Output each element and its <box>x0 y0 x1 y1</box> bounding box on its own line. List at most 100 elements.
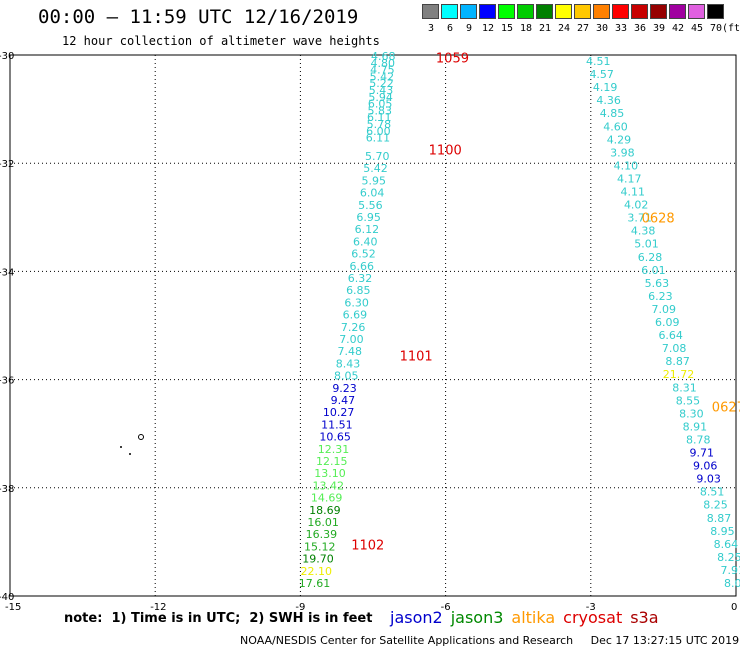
wave-height-reading: 7.91 <box>721 564 740 577</box>
legend-label: 24 <box>558 23 571 34</box>
legend-label: 39 <box>653 23 666 34</box>
wave-height-reading: 19.70 <box>302 553 334 566</box>
legend-label: 18 <box>520 23 533 34</box>
wave-height-reading: 9.23 <box>332 382 357 395</box>
wave-height-reading: 8.87 <box>665 355 690 368</box>
wave-height-reading: 3.71 <box>627 212 652 225</box>
pass-time-label: 0628 <box>642 211 675 226</box>
legend-label: 9 <box>466 23 473 34</box>
legend-label: 42 <box>672 23 685 34</box>
wave-height-reading: 6.00 <box>366 125 391 138</box>
wave-height-reading: 7.09 <box>652 303 677 316</box>
pass-time-label: 0627 <box>712 401 740 416</box>
longitude-tick-label: -6 <box>441 602 451 613</box>
wave-height-reading: 13.42 <box>313 479 345 492</box>
wave-height-reading: 8.91 <box>683 420 708 433</box>
satellite-legend-item: s3a <box>630 608 659 627</box>
wave-height-reading: 5.42 <box>363 162 388 175</box>
wave-height-reading: 4.10 <box>614 159 639 172</box>
pass-time-label: 1059 <box>436 52 469 67</box>
pass-time-label: 1102 <box>351 539 384 554</box>
pass-time-label: 1101 <box>400 349 433 364</box>
legend-swatch <box>517 4 534 19</box>
wave-height-reading: 4.19 <box>593 81 618 94</box>
wave-height-reading: 18.69 <box>309 504 341 517</box>
legend-swatch <box>460 4 477 19</box>
legend-label: 30 <box>596 23 609 34</box>
legend-label: 15 <box>501 23 514 34</box>
legend-swatch <box>669 4 686 19</box>
wave-height-reading: 6.28 <box>638 251 663 264</box>
satellite-legend-item: jason2 <box>390 608 443 627</box>
wave-height-reading: 4.60 <box>603 120 628 133</box>
legend-swatch <box>688 4 705 19</box>
wave-height-reading: 6.66 <box>350 260 375 273</box>
wave-height-reading: 4.57 <box>589 68 614 81</box>
wave-height-reading: 6.09 <box>655 316 680 329</box>
legend-swatch <box>707 4 724 19</box>
wave-height-reading: 9.47 <box>331 394 356 407</box>
wave-height-reading: 8.95 <box>710 525 735 538</box>
wave-height-reading: 5.22 <box>369 77 394 90</box>
wave-height-reading: 6.11 <box>366 132 391 145</box>
wave-height-reading: 10.27 <box>323 406 355 419</box>
wave-height-reading: 4.36 <box>596 94 621 107</box>
wave-height-reading: 8.25 <box>717 551 740 564</box>
wave-height-reading: 4.11 <box>621 186 646 199</box>
wave-height-reading: 6.05 <box>368 98 393 111</box>
legend-swatch <box>574 4 591 19</box>
wave-height-reading: 8.87 <box>707 512 732 525</box>
wave-height-reading: 5.01 <box>634 238 659 251</box>
map-frame <box>9 54 737 597</box>
wave-height-reading: 8.01 <box>724 577 740 590</box>
wave-height-reading: 6.40 <box>353 235 378 248</box>
credit-line: NOAA/NESDIS Center for Satellite Applica… <box>240 634 740 647</box>
latitude-tick-label: -32 <box>0 159 14 170</box>
wave-height-reading: 6.52 <box>351 248 376 261</box>
wave-height-reading: 7.26 <box>341 321 366 334</box>
longitude-tick-label: -9 <box>295 602 305 613</box>
longitude-tick-label: -15 <box>5 602 21 613</box>
wave-height-reading: 8.43 <box>336 357 361 370</box>
island-outline <box>129 453 131 455</box>
wave-height-reading: 21.72 <box>663 368 695 381</box>
wave-height-reading: 4.80 <box>371 57 396 70</box>
wave-height-reading: 6.95 <box>356 211 381 224</box>
wave-height-reading: 5.78 <box>367 118 392 131</box>
legend-swatch <box>555 4 572 19</box>
legend-swatch <box>498 4 515 19</box>
wave-height-reading: 8.55 <box>676 394 701 407</box>
wave-height-reading: 5.94 <box>368 91 393 104</box>
wave-height-reading: 6.11 <box>367 111 392 124</box>
legend-swatch <box>650 4 667 19</box>
latitude-tick-label: -34 <box>0 267 14 278</box>
wave-height-reading: 6.23 <box>648 290 673 303</box>
satellite-legend-item: jason3 <box>450 608 504 627</box>
wave-height-reading: 14.69 <box>311 492 343 505</box>
footer-note: note: 1) Time is in UTC; 2) SWH is in fe… <box>64 611 373 626</box>
wave-height-reading: 7.48 <box>337 345 362 358</box>
wave-height-reading: 17.61 <box>299 577 331 590</box>
legend-label: 45 <box>691 23 704 34</box>
legend-swatch <box>593 4 610 19</box>
wave-height-reading: 22.10 <box>301 565 333 578</box>
wave-height-reading: 4.38 <box>631 225 656 238</box>
wave-height-reading: 5.63 <box>645 277 670 290</box>
legend-label: 3 <box>428 23 435 34</box>
chart-subtitle: 12 hour collection of altimeter wave hei… <box>62 34 380 48</box>
legend-swatch <box>536 4 553 19</box>
longitude-tick-label: -3 <box>586 602 596 613</box>
legend-label: 12 <box>482 23 495 34</box>
wave-height-reading: 9.71 <box>690 447 715 460</box>
wave-height-reading: 9.06 <box>693 460 718 473</box>
legend-label: 70 <box>710 23 723 34</box>
wave-height-reading: 10.65 <box>319 431 351 444</box>
wave-height-reading: 12.31 <box>318 443 350 456</box>
island-outline <box>120 446 122 448</box>
legend-label: 21 <box>539 23 552 34</box>
legend-swatch <box>612 4 629 19</box>
satellite-legend-item: altika <box>511 608 556 627</box>
legend-swatch <box>441 4 458 19</box>
wave-height-reading: 4.68 <box>371 50 396 63</box>
legend-unit: (ft) <box>722 23 740 34</box>
